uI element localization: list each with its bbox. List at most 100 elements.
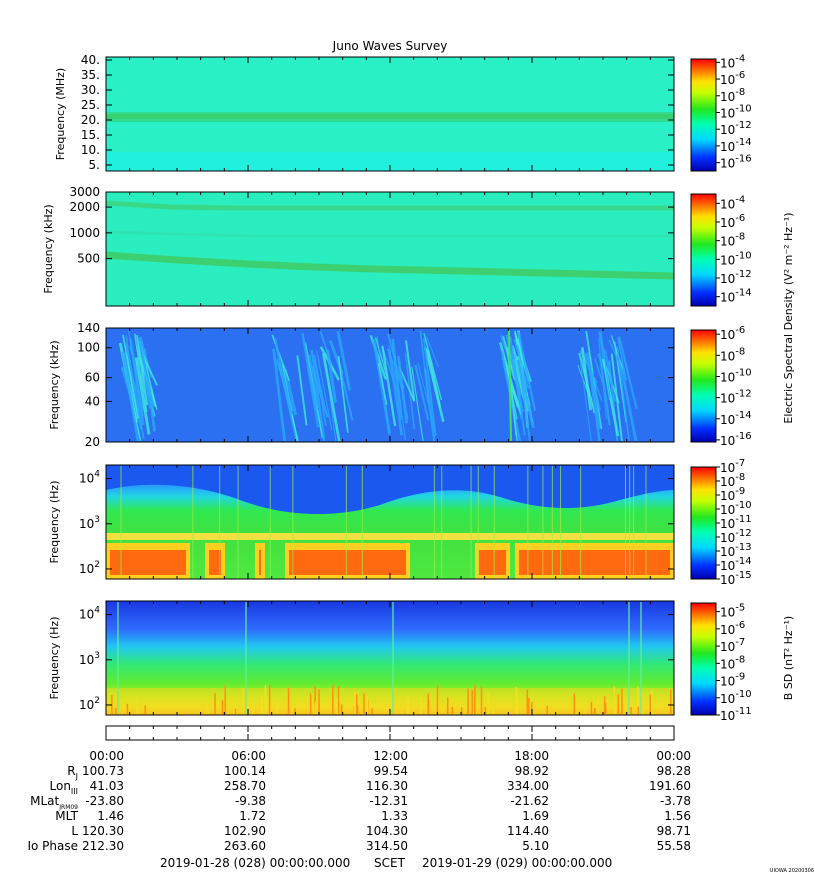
ephemeris-value: -9.38: [235, 794, 266, 808]
ytick-exponent: 4: [94, 470, 100, 480]
ytick-exponent: 3: [94, 651, 100, 661]
panel-hfr-low: [105, 191, 675, 307]
ephemeris-value: 1.69: [522, 809, 549, 823]
hotspots-lfr-low-electric: [106, 466, 674, 579]
spectral-streak: [417, 362, 434, 425]
ephemeris-value: 100.73: [82, 764, 124, 778]
ephemeris-subscript: III: [71, 787, 78, 796]
colorbar-tick-label: 10-15: [720, 570, 752, 587]
hot-region-core: [479, 550, 506, 575]
band-500khz: [105, 251, 675, 280]
spectral-streak: [306, 365, 318, 410]
spectral-streak: [618, 336, 638, 409]
spectral-streak: [411, 367, 424, 442]
colorbar-exponent: -7: [735, 637, 745, 648]
spectral-streak: [283, 369, 298, 416]
colorbar-layer: 10-410-610-810-1010-1210-1410-1610-410-6…: [690, 53, 752, 723]
chart-title: Juno Waves Survey: [332, 39, 448, 53]
spectral-streak: [584, 353, 601, 411]
colorbar-exponent: -12: [735, 389, 751, 400]
ylabel-lfr-low-electric: Frequency (Hz): [48, 481, 61, 564]
ephemeris-value: 55.58: [657, 839, 691, 853]
colorbar-exponent: -16: [735, 431, 751, 442]
spectral-streak: [425, 336, 439, 367]
band-540hz: [106, 533, 674, 540]
ephemeris-label: L: [71, 824, 78, 838]
colorbar-exponent: -12: [735, 528, 751, 539]
colorbar-exponent: -6: [735, 70, 745, 81]
colorbar-exponent: -14: [735, 410, 751, 421]
ephemeris-value: -12.31: [369, 794, 408, 808]
colorbar-exponent: -16: [735, 154, 751, 165]
ytick-label: 2000: [69, 200, 100, 214]
colorbar-exponent: -10: [735, 689, 751, 700]
spectral-streak: [377, 363, 388, 406]
footer-start-time: 2019-01-28 (028) 00:00:00.000: [160, 856, 350, 870]
spectral-streak: [308, 354, 320, 408]
spectral-streak: [617, 337, 628, 381]
spectral-streak: [616, 346, 630, 442]
hot-region-core: [519, 550, 670, 575]
colorbar-exponent: -10: [735, 367, 751, 378]
time-label: 12:00: [373, 749, 408, 763]
ephemeris-label: MLT: [55, 809, 78, 823]
spectral-streak: [422, 338, 437, 436]
footer-stamp: UIOWA 20200306: [770, 868, 814, 874]
colorbar-exponent: -14: [735, 556, 751, 567]
ephemeris-value: 314.50: [366, 839, 408, 853]
ytick-label: 35.: [81, 68, 100, 82]
ytick-label: 104: [79, 470, 100, 486]
colorbar-exponent: -6: [735, 213, 745, 224]
colorbar-exponent: -12: [735, 269, 751, 280]
hot-region-core: [110, 550, 186, 575]
ephemeris-value: 41.03: [90, 779, 124, 793]
spectral-streak: [316, 350, 333, 430]
spectral-streak: [391, 348, 409, 419]
spectral-streak: [382, 349, 400, 396]
footer-end-time: 2019-01-29 (029) 00:00:00.000: [422, 856, 612, 870]
ephemeris-value: -3.78: [660, 794, 691, 808]
ephemeris-value: 258.70: [224, 779, 266, 793]
ytick-exponent: 3: [94, 515, 100, 525]
colorbar-tick-label: 10-11: [720, 706, 752, 723]
colorbar-exponent: -15: [735, 570, 751, 581]
ylabel-lfr-low-magnetic: Frequency (Hz): [48, 617, 61, 700]
ytick-label: 103: [79, 515, 100, 531]
colorbar-exponent: -8: [735, 654, 745, 665]
colorbar-exponent: -8: [735, 346, 745, 357]
ytick-label: 140: [77, 321, 100, 335]
ephemeris-value: 102.90: [224, 824, 266, 838]
ylabel-lfr-high: Frequency (kHz): [48, 340, 61, 429]
spectral-streak: [313, 358, 326, 409]
spectral-streak: [610, 335, 624, 370]
ylabel-hfr-high: Frequency (MHz): [54, 68, 67, 160]
spectral-streak: [619, 363, 638, 442]
spectral-streak: [296, 355, 308, 426]
colorbar-exponent: -6: [735, 325, 745, 336]
wave-boundary: [106, 465, 674, 515]
heatmap-hfr-low: [106, 192, 674, 306]
ephemeris-label: RJ: [67, 764, 78, 781]
time-label: 06:00: [231, 749, 266, 763]
ephemeris-value: 1.72: [239, 809, 266, 823]
colorbar-exponent: -11: [735, 514, 751, 525]
colorbar-tick-label: 10-12: [720, 269, 752, 286]
ytick-label: 20.: [81, 113, 100, 127]
colorbar-tick-label: 10-8: [720, 346, 745, 363]
colorbar-exponent: -8: [735, 232, 745, 243]
spectral-streak: [516, 359, 535, 429]
ytick-label: 40: [85, 394, 100, 408]
spectral-streak: [310, 349, 326, 442]
spectral-streak: [603, 349, 617, 402]
spectral-streak: [423, 333, 443, 400]
spectral-streak: [134, 357, 151, 435]
band-2000khz: [105, 200, 674, 211]
spectral-streak: [336, 331, 352, 391]
spectral-streak: [138, 342, 155, 407]
colorbar-tick-label: 10-14: [720, 288, 752, 305]
spectral-streak: [122, 334, 139, 419]
ephemeris-subscript: J: [75, 772, 78, 781]
colorbar-tick-label: 10-8: [720, 87, 745, 104]
colorbar-tick-label: 10-4: [720, 53, 745, 70]
spectral-streak: [397, 355, 409, 424]
